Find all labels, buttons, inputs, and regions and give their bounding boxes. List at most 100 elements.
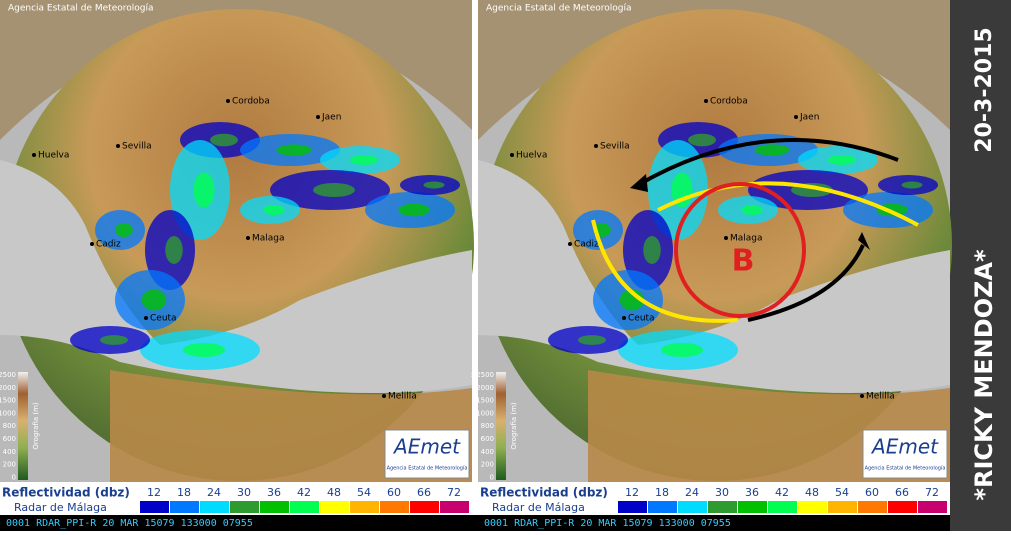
orography-label: 2000	[0, 384, 16, 392]
echo-core	[193, 172, 215, 208]
orography-label: 1500	[476, 397, 494, 405]
city-marker	[144, 316, 148, 320]
copyright: Agencia Estatal de Meteorología	[486, 4, 632, 14]
legend-swatch	[170, 501, 199, 513]
city-marker	[594, 144, 598, 148]
legend-swatch	[888, 501, 917, 513]
city-marker	[568, 242, 572, 246]
legend-title: Reflectividad (dbz)	[480, 486, 608, 500]
echo-core	[210, 133, 238, 147]
orography-label: 1000	[476, 409, 494, 417]
status-text: 0001 RDAR_PPI-R 20 MAR 15079 133000 0795…	[6, 518, 253, 529]
city-marker	[794, 115, 798, 119]
logo-name: AEmet	[870, 435, 939, 459]
legend-value: 42	[297, 486, 311, 499]
echo-core	[263, 205, 285, 215]
status-bar	[0, 515, 950, 531]
logo-subtitle: Agencia Estatal de Meteorología	[865, 465, 946, 472]
legend-value: 30	[715, 486, 729, 499]
arrow-black-top	[637, 138, 899, 187]
city-marker	[510, 153, 514, 157]
legend-value: 48	[327, 486, 341, 499]
orography-label: 200	[3, 461, 16, 469]
africa-coast	[110, 370, 472, 482]
echo-core	[165, 236, 183, 264]
orography-label: 1500	[0, 397, 16, 405]
echo-core	[100, 335, 128, 345]
legend-subtitle: Radar de Málaga	[492, 501, 585, 514]
city-marker	[704, 99, 708, 103]
orography-label: 600	[481, 435, 494, 443]
legend-swatch	[230, 501, 259, 513]
legend-swatch	[738, 501, 767, 513]
city-label: Malaga	[730, 234, 763, 244]
city-marker	[246, 236, 250, 240]
echo-core	[619, 289, 645, 311]
logo-box	[862, 429, 948, 479]
legend-swatch	[440, 501, 469, 513]
orography-label: 800	[481, 422, 494, 430]
orography-label: >2500	[470, 371, 494, 379]
orography-title: Orografia (m)	[32, 402, 40, 450]
legend-swatch	[410, 501, 439, 513]
legend-value: 18	[655, 486, 669, 499]
echo-core	[313, 183, 355, 197]
city-label: Cordoba	[232, 97, 270, 107]
echo-core	[350, 155, 378, 165]
echo-core	[578, 335, 606, 345]
city-label: Melilla	[388, 392, 417, 402]
legend-subtitle: Radar de Málaga	[14, 501, 107, 514]
orography-label: >2500	[0, 371, 16, 379]
echo-core	[828, 155, 856, 165]
city-label: Sevilla	[122, 142, 152, 152]
legend-value: 54	[835, 486, 849, 499]
arrowhead	[630, 174, 648, 192]
legend-value: 24	[207, 486, 221, 499]
legend-value: 30	[237, 486, 251, 499]
city-marker	[32, 153, 36, 157]
legend-swatch	[350, 501, 379, 513]
echo-core	[643, 236, 661, 264]
radar-panel: Agencia Estatal de Meteorología Cordoba Ja…	[0, 0, 474, 529]
city-label: Jaen	[799, 113, 819, 123]
echo-core	[115, 223, 133, 237]
orography-bar	[496, 372, 506, 480]
legend-value: 66	[417, 486, 431, 499]
legend-value: 12	[625, 486, 639, 499]
legend-value: 42	[775, 486, 789, 499]
city-label: Cadiz	[574, 240, 599, 250]
arrow-yellow	[591, 181, 919, 323]
city-marker	[724, 236, 728, 240]
city-label: Malaga	[252, 234, 285, 244]
city-label: Melilla	[866, 392, 895, 402]
legend-swatch	[918, 501, 947, 513]
legend-swatch	[798, 501, 827, 513]
legend-value: 36	[745, 486, 759, 499]
echo-core	[183, 343, 225, 357]
date: 20-3-2015	[972, 27, 997, 152]
radar-panel: Agencia Estatal de Meteorología Cordoba Ja…	[470, 0, 952, 529]
status-text: 0001 RDAR_PPI-R 20 MAR 15079 133000 0795…	[484, 518, 731, 529]
legend-value: 36	[267, 486, 281, 499]
legend-value: 12	[147, 486, 161, 499]
city-label: Cordoba	[710, 97, 748, 107]
echo-core	[141, 289, 167, 311]
city-marker	[90, 242, 94, 246]
legend-title: Reflectividad (dbz)	[2, 486, 130, 500]
africa-coast	[588, 370, 950, 482]
echo-core	[276, 144, 312, 156]
orography-label: 400	[481, 448, 494, 456]
low-pressure-label: B	[732, 244, 755, 279]
orography-label: 600	[3, 435, 16, 443]
legend-value: 24	[685, 486, 699, 499]
echo-core	[754, 144, 790, 156]
orography-label: 800	[3, 422, 16, 430]
orography-label: 0	[490, 473, 494, 481]
city-marker	[622, 316, 626, 320]
legend-swatch	[618, 501, 647, 513]
orography-label: 2000	[476, 384, 494, 392]
city-marker	[116, 144, 120, 148]
legend-swatch	[320, 501, 349, 513]
legend-value: 54	[357, 486, 371, 499]
